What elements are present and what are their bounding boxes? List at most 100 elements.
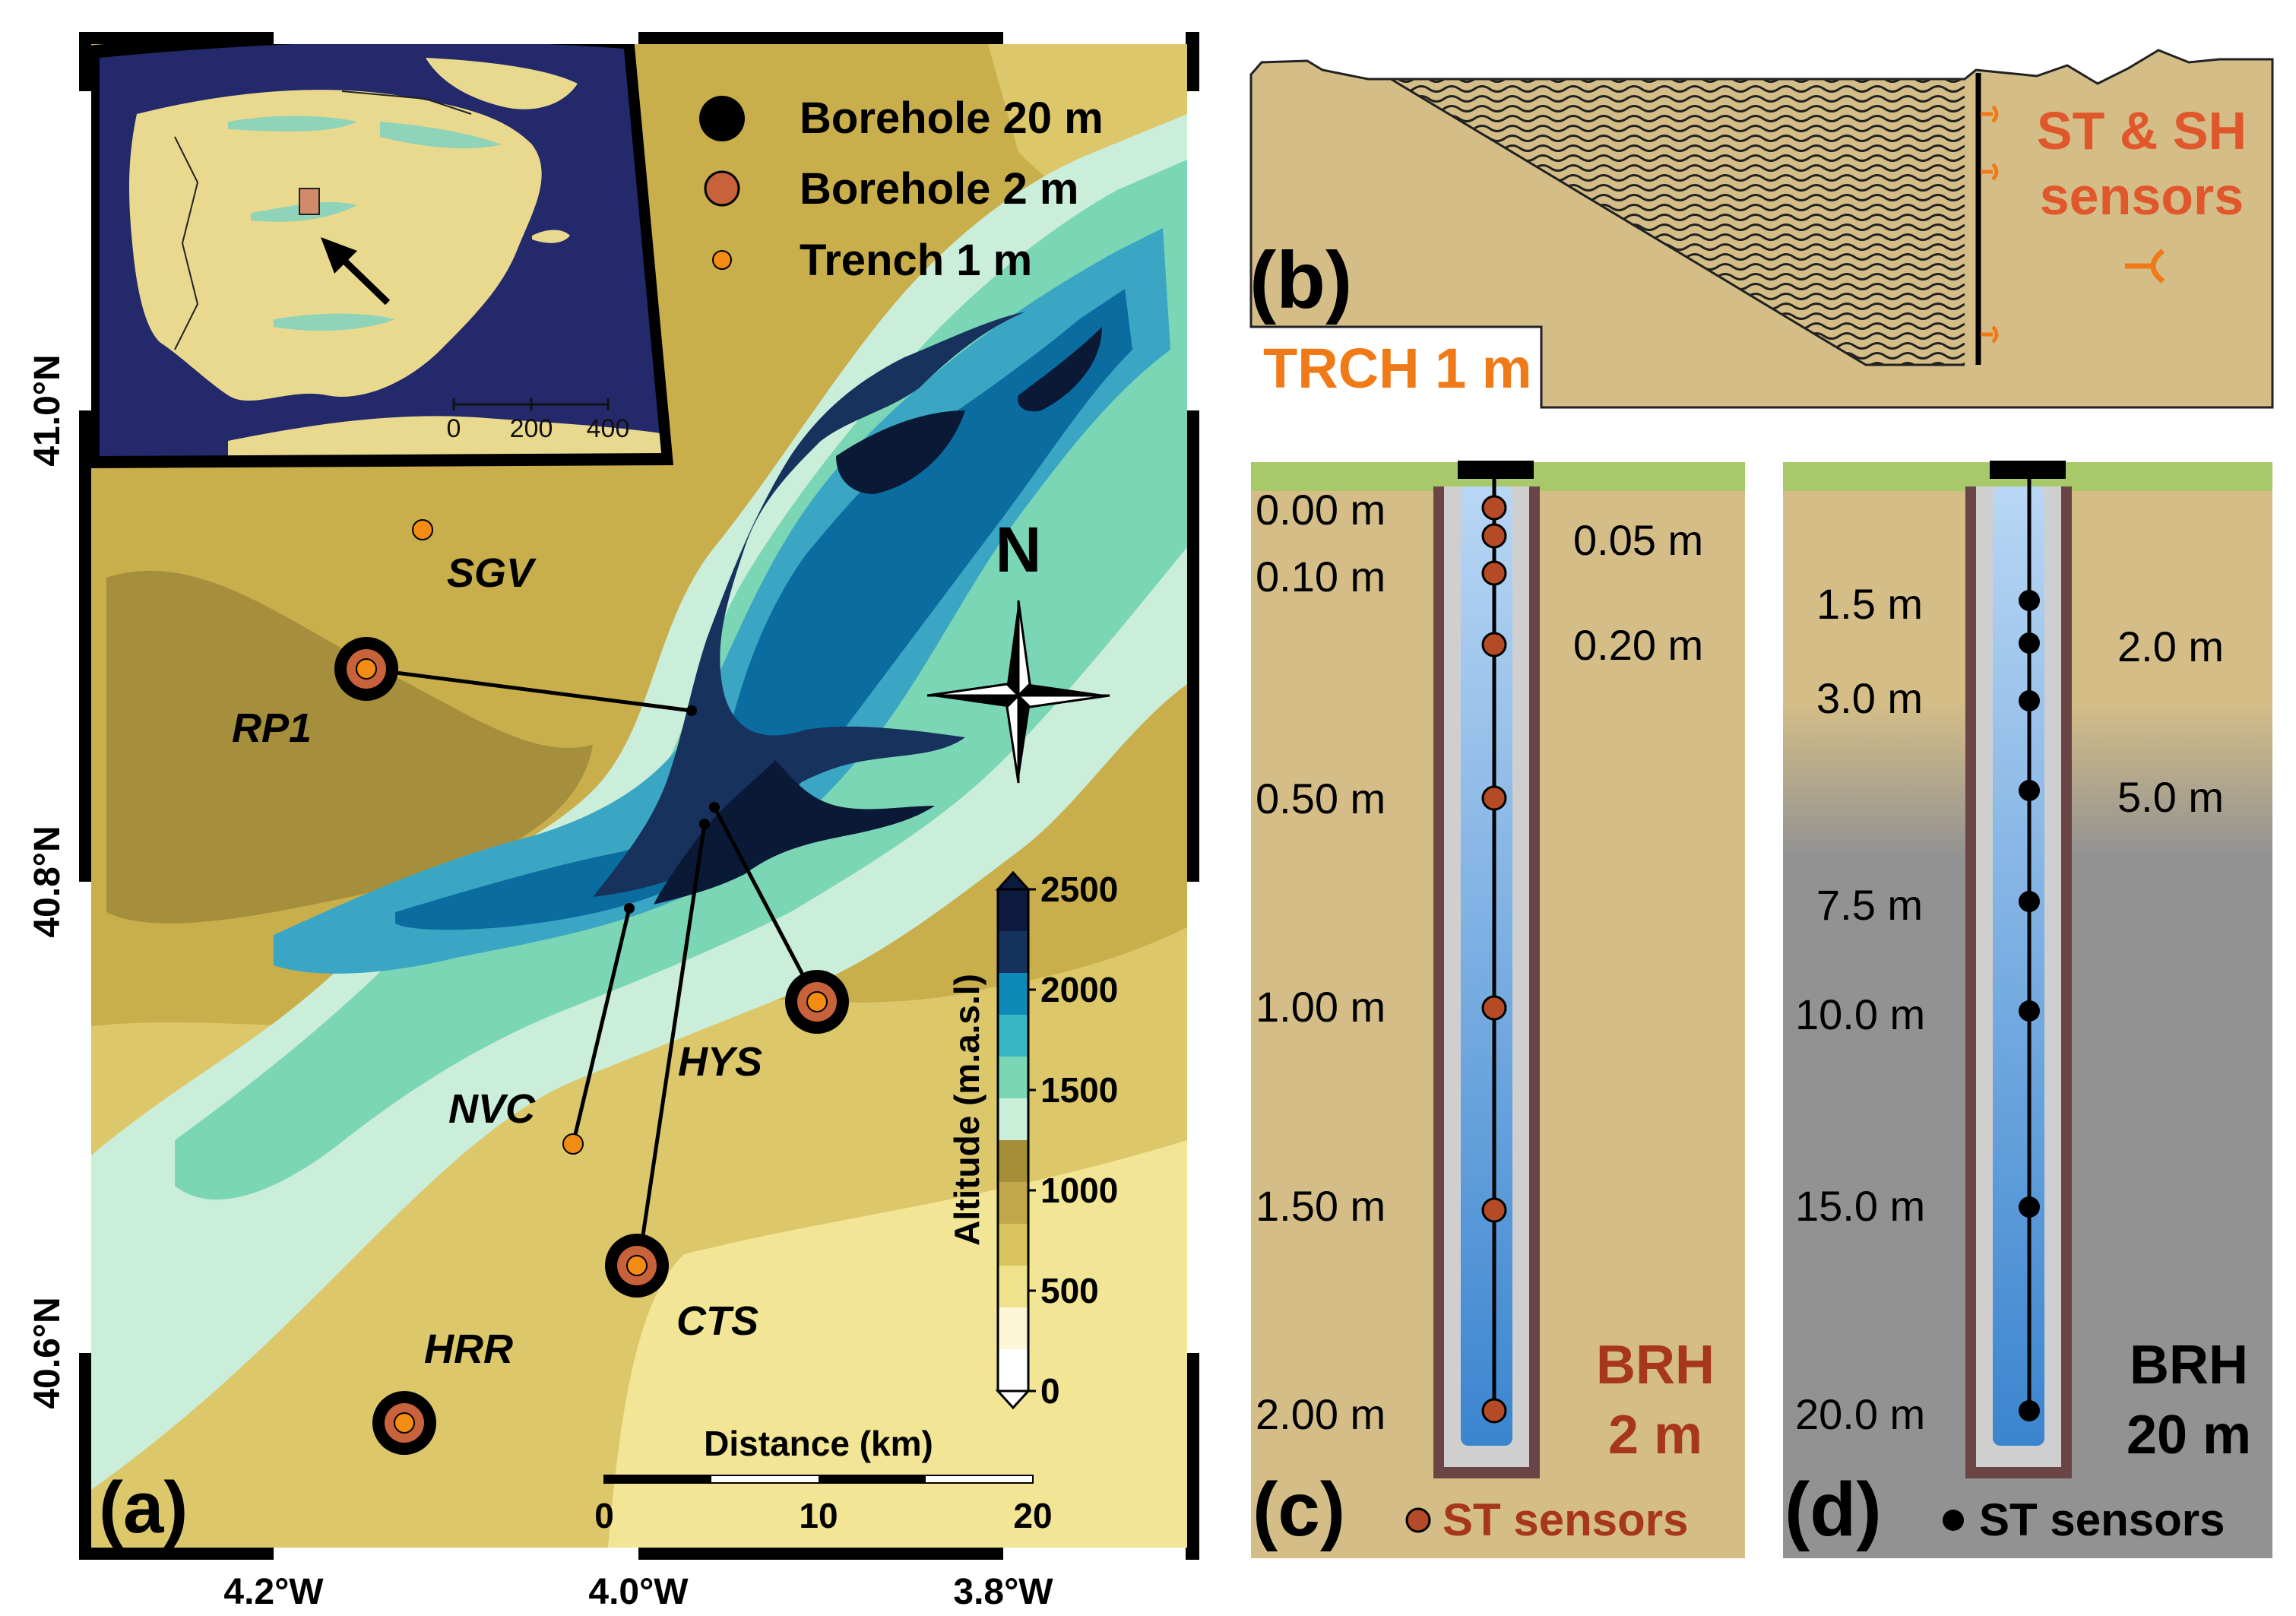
panel-c-legend-label: ST sensors [1443, 1494, 1688, 1545]
panel-b-label: (b) [1249, 236, 1352, 325]
inset-borders [174, 90, 472, 350]
site-sgv-marker [412, 519, 433, 540]
depth-d-1: 3.0 m [1816, 674, 1923, 722]
depth-d-r1: 5.0 m [2117, 773, 2224, 821]
legend-borehole-20m-label: Borehole 20 m [800, 93, 1104, 143]
panel-d-legend-symbol [1943, 1510, 1964, 1531]
depth-c-r1: 0.20 m [1573, 621, 1703, 669]
lon-label-4-2w: 4.2°W [223, 1572, 324, 1612]
inset-mountains [228, 116, 502, 331]
panel-c-legend-symbol [1405, 1507, 1431, 1533]
colorbar-swatch [998, 1224, 1028, 1266]
colorbar-swatch [998, 1015, 1028, 1057]
legend-borehole-20m-symbol [699, 96, 745, 141]
site-hys: HYS [678, 970, 849, 1085]
colorbar-swatch [998, 1266, 1028, 1308]
st-sensor [2019, 1000, 2040, 1022]
st-sensor [2019, 690, 2040, 711]
scalebar-tick-10: 10 [799, 1496, 838, 1535]
colorbar-tick-label: 2500 [1040, 870, 1118, 909]
colorbar-swatch [998, 1349, 1028, 1392]
st-sensor [1481, 1197, 1507, 1223]
site-nvc-marker [562, 1133, 584, 1155]
depth-c-0: 0.00 m [1256, 486, 1386, 534]
st-sensor [1481, 632, 1507, 657]
depth-c-5: 2.00 m [1256, 1390, 1386, 1438]
depth-c-3: 1.00 m [1256, 983, 1386, 1031]
depth-d-r0: 2.0 m [2117, 623, 2224, 670]
panel-c-borehole-2m: 0.00 m 0.10 m 0.50 m 1.00 m 1.50 m 2.00 … [1251, 461, 1745, 1558]
scalebar-tick-20: 20 [1013, 1496, 1052, 1535]
tube-c [1461, 486, 1512, 1446]
panel-d-title-1: BRH [2130, 1335, 2248, 1396]
st-sensor [2019, 1196, 2040, 1218]
lat-label-40-8n: 40.8°N [27, 825, 68, 937]
panel-a-map: 0 200 400 Borehole 20 m Borehole 2 m Tre… [27, 32, 1199, 1612]
inset-africa [228, 416, 661, 456]
lat-label-41-0n: 41.0°N [27, 354, 68, 466]
site-sgv-label: SGV [447, 550, 537, 596]
panel-d-label: (d) [1785, 1467, 1882, 1552]
panel-c-title-2: 2 m [1608, 1405, 1702, 1465]
depth-d-2: 7.5 m [1816, 881, 1923, 929]
panel-b-trench: ST & SH sensors (b) TRCH 1 m [1249, 49, 2274, 409]
distance-scalebar: Distance (km) 0 10 20 [594, 1424, 1052, 1535]
sensors-c [1481, 495, 1507, 1424]
colorbar-tick-label: 500 [1040, 1271, 1099, 1310]
panel-c-title-1: BRH [1596, 1335, 1715, 1396]
trench-site-label: TRCH 1 m [1263, 337, 1532, 400]
lon-label-3-8w: 3.8°W [953, 1572, 1053, 1612]
st-sensor [1481, 1398, 1507, 1424]
colorbar-title: Altitude (m.a.s.l) [947, 974, 986, 1246]
terrain-peak-ridge [836, 410, 965, 494]
colorbar-tick-label: 1000 [1040, 1171, 1118, 1210]
terrain-dark-plateau [106, 570, 593, 924]
depth-c-4: 1.50 m [1256, 1182, 1386, 1230]
trench-sensors-label-2: sensors [2040, 166, 2244, 226]
st-sensor [2019, 590, 2040, 611]
colorbar-swatch [998, 889, 1028, 932]
panel-a-label: (a) [99, 1467, 188, 1548]
map-legend: Borehole 20 m Borehole 2 m Trench 1 m [699, 93, 1104, 285]
trench-soil-profile [1249, 49, 2274, 409]
st-sensor [2019, 1400, 2040, 1421]
legend-trench-label: Trench 1 m [800, 236, 1032, 285]
colorbar-swatch [998, 1057, 1028, 1099]
site-rp1-label: RP1 [232, 705, 312, 751]
site-cts-label: CTS [676, 1298, 758, 1344]
colorbar-swatch [998, 1182, 1028, 1225]
depth-c-2: 0.50 m [1256, 775, 1386, 822]
terrain-band-2250-2500 [654, 760, 935, 905]
legend-borehole-2m-symbol [704, 170, 740, 207]
depth-d-0: 1.5 m [1816, 580, 1923, 628]
inset-map: 0 200 400 [91, 44, 673, 468]
lat-label-40-6n: 40.6°N [27, 1297, 68, 1408]
panel-d-legend-label: ST sensors [1979, 1494, 2225, 1545]
inset-balearics [532, 230, 570, 243]
trench-fill-outline [1390, 78, 1965, 366]
site-hrr: HRR [372, 1326, 513, 1455]
colorbar-swatch [998, 1098, 1028, 1141]
inset-france [426, 58, 578, 109]
colorbar-tick-label: 1500 [1040, 1070, 1118, 1110]
altitude-colorbar: 2500 2000 1500 1000 500 0 [995, 870, 1118, 1411]
site-hys-label: HYS [678, 1039, 762, 1085]
sensors-d [2019, 590, 2040, 1421]
inset-scale-tick-200: 200 [510, 414, 553, 443]
north-arrow-label: N [996, 514, 1042, 585]
panel-c-label: (c) [1253, 1467, 1345, 1552]
tube-d [1993, 486, 2044, 1446]
panel-d-title-2: 20 m [2127, 1405, 2251, 1465]
st-sensor [1481, 785, 1507, 811]
legend-borehole-2m-label: Borehole 2 m [800, 164, 1078, 214]
inset-scale-tick-400: 400 [587, 414, 630, 443]
st-sensor [2019, 891, 2040, 912]
terrain-peak-ridge-2 [1018, 327, 1102, 412]
inset-study-area [299, 188, 320, 215]
colorbar-swatch [998, 973, 1028, 1016]
depth-d-3: 10.0 m [1795, 990, 1925, 1038]
frame-ticks [79, 32, 1199, 1560]
site-hrr-label: HRR [424, 1326, 513, 1372]
terrain-lowest [608, 1140, 1187, 1548]
